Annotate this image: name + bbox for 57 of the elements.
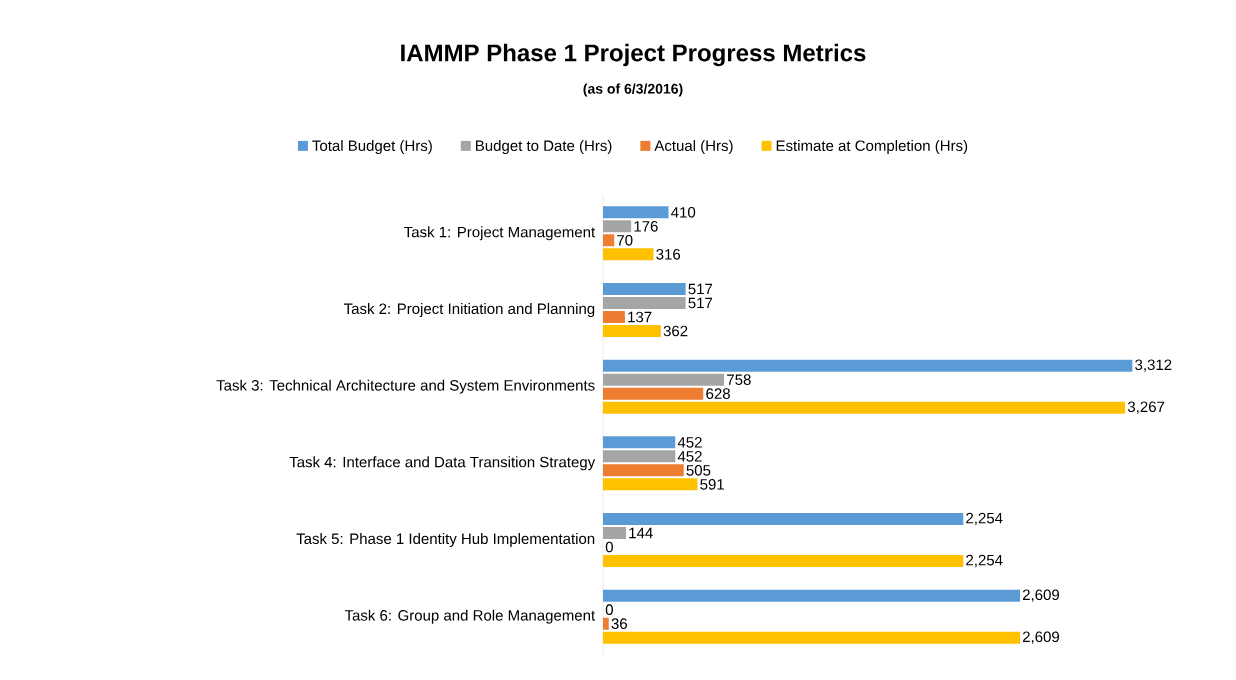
bar: [603, 631, 1020, 644]
bar: [603, 220, 632, 233]
bar: [603, 527, 627, 540]
data-label: 316: [656, 249, 681, 260]
y-tick-label: Task 5: Phase 1 Identity Hub Implementation: [296, 533, 595, 547]
y-tick-label: Task 2: Project Initiation and Planning: [343, 303, 595, 317]
data-label: 758: [727, 374, 751, 385]
data-label: 505: [686, 465, 711, 476]
bar: [603, 450, 676, 463]
data-label: 176: [634, 221, 658, 232]
bar: [603, 387, 704, 400]
data-label: 591: [700, 479, 724, 490]
y-tick-label: Task 3: Technical Architecture and System Environments: [216, 379, 595, 394]
data-label: 3,312: [1135, 359, 1172, 372]
chart-subtitle: (as of 6/3/2016): [583, 83, 683, 97]
data-label: 36: [611, 618, 627, 629]
bar: [603, 283, 686, 295]
data-label: 137: [628, 311, 652, 323]
data-label: 517: [688, 283, 713, 295]
bar: [603, 297, 686, 309]
data-label: 144: [629, 527, 653, 539]
bar: [603, 555, 964, 567]
data-label: 70: [617, 235, 633, 246]
legend-label: Actual (Hrs): [654, 140, 733, 154]
data-label: 452: [677, 437, 702, 448]
bar: [603, 464, 684, 477]
bar: [603, 401, 1126, 414]
data-label: 517: [688, 297, 713, 309]
bar: [603, 311, 625, 323]
bar: [603, 248, 654, 261]
data-label: 2,254: [966, 554, 1003, 568]
bar: [603, 206, 669, 219]
chart-title: IAMMP Phase 1 Project Progress Metrics: [401, 43, 866, 67]
data-label: 452: [677, 451, 702, 462]
legend-label: Total Budget (Hrs): [312, 140, 432, 154]
data-label: 362: [663, 325, 688, 337]
bar: [603, 373, 725, 386]
data-label: 0: [605, 541, 613, 553]
bar: [603, 478, 698, 491]
bar: [603, 325, 661, 337]
y-tick-label: Task 1: Project Management: [404, 226, 596, 241]
data-label: 2,254: [966, 512, 1003, 526]
data-label: 0: [605, 604, 613, 615]
bar: [603, 234, 615, 247]
data-label: 3,267: [1127, 401, 1165, 414]
y-tick-label: Task 6: Group and Role Management: [344, 609, 596, 624]
data-label: 628: [706, 388, 730, 399]
bar: [603, 436, 676, 449]
bar: [603, 513, 964, 525]
bar: [603, 589, 1020, 602]
y-tick-label: Task 4: Interface and Data Transition Strategy: [289, 456, 596, 471]
data-label: 2,609: [1022, 631, 1060, 644]
data-label: 2,609: [1022, 589, 1060, 602]
legend-label: Estimate at Completion (Hrs): [776, 140, 968, 154]
bar: [603, 359, 1133, 372]
legend-label: Budget to Date (Hrs): [476, 140, 612, 154]
data-label: 410: [671, 207, 696, 218]
